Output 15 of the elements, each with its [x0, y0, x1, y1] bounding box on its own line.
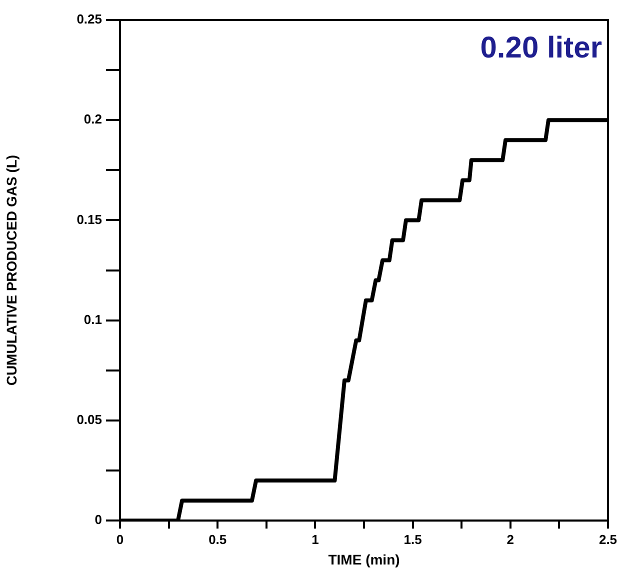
y-tick-label: 0.15 [76, 212, 102, 227]
y-tick-label: 0.2 [84, 112, 102, 127]
annotation: 0.20 liter [480, 31, 602, 64]
x-axis-title: TIME (min) [328, 551, 400, 568]
y-tick-label: 0.25 [76, 12, 102, 27]
x-tick-label: 2.5 [598, 532, 618, 547]
x-tick-label: 0.5 [208, 532, 227, 547]
y-tick-label: 0 [94, 512, 102, 528]
x-tick-label: 1 [312, 532, 319, 547]
y-tick-label: 0.05 [76, 412, 102, 428]
y-axis-title: CUMULATIVE PRODUCED GAS (L) [3, 154, 20, 386]
x-tick-label: 2 [506, 532, 514, 547]
x-tick-label: 1.5 [404, 532, 422, 547]
y-tick-label: 0.1 [84, 312, 102, 327]
x-tick-label: 0 [116, 532, 124, 547]
